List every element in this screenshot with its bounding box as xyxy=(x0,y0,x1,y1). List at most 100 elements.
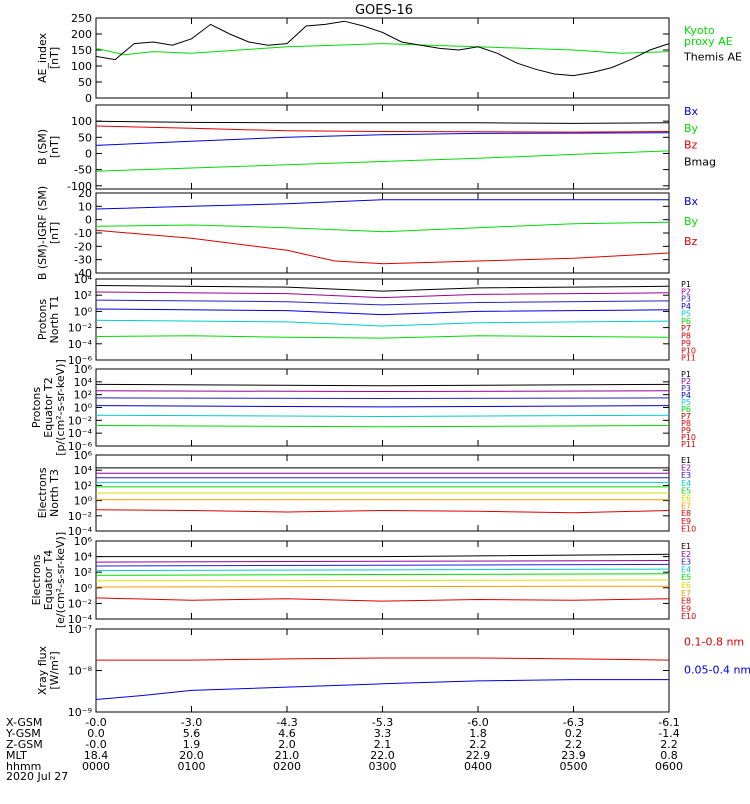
y-tick-label: 10⁴ xyxy=(74,551,93,564)
series-p6 xyxy=(95,425,670,428)
legend-p9: P9 xyxy=(681,339,691,348)
y-axis-label-line: [nT] xyxy=(48,136,61,158)
legend-p6: P6 xyxy=(681,405,691,414)
x-axis-value: 3.3 xyxy=(374,727,392,740)
series-bx xyxy=(95,199,669,210)
y-axis-label: B (SM)[nT] xyxy=(36,129,61,165)
series-0-1-0-8-nm xyxy=(96,657,670,661)
series-themis-ae xyxy=(95,20,670,77)
legend-p7: P7 xyxy=(681,324,691,333)
y-tick-label: 50 xyxy=(78,131,92,144)
series-e4 xyxy=(95,568,670,572)
x-axis-value: -0.0 xyxy=(85,716,106,729)
legend-p2: P2 xyxy=(681,377,691,386)
series-e8 xyxy=(95,597,670,602)
legend-e6: E6 xyxy=(681,494,691,503)
x-axis-value: 0400 xyxy=(464,760,492,773)
x-axis-value: 0.0 xyxy=(87,727,105,740)
x-axis-value: -6.1 xyxy=(658,716,679,729)
y-axis-label-line: Equator T2 xyxy=(42,377,55,437)
x-axis-value: 20.0 xyxy=(179,749,204,762)
series-bx xyxy=(95,132,670,146)
legend-themis-ae: Themis AE xyxy=(683,51,742,64)
legend-p3: P3 xyxy=(681,384,691,393)
series-p2 xyxy=(95,291,670,299)
series-p1 xyxy=(95,285,670,292)
y-axis-label-line: B (SM)-IGRF (SM) xyxy=(36,186,49,280)
panel-frame xyxy=(95,628,670,713)
y-axis-label-line: Protons xyxy=(30,387,43,428)
y-tick-label: 150 xyxy=(71,44,92,57)
series-p2 xyxy=(95,390,670,393)
x-axis-value: 2.2 xyxy=(565,738,583,751)
x-axis-value: -0.0 xyxy=(85,738,106,751)
x-axis-table: 2020 Jul 27 X-GSM -0.0 -3.0 -4.3 -5.3 -6.0 -6.… xyxy=(5,716,683,783)
panel-xray: 10⁻⁷ 10⁻⁸ 10⁻⁹ Xray flux[W/m²] 0.1-0.8 nm 0.0… xyxy=(36,623,750,719)
legend-e6: E6 xyxy=(681,581,691,590)
y-tick-label: 10⁰ xyxy=(74,305,93,318)
y-tick-label: 10⁻⁹ xyxy=(68,706,92,719)
x-axis-value: 1.9 xyxy=(183,738,201,751)
y-tick-label: 100 xyxy=(71,60,92,73)
x-axis-row-label: X-GSM xyxy=(6,716,42,729)
legend-p5: P5 xyxy=(681,309,691,318)
legend-e7: E7 xyxy=(681,502,691,511)
panel-pn: 10⁴ 10² 10⁰ 10⁻² 10⁻⁴ 10⁻⁶ ProtonsNorth T1 P1P2… xyxy=(36,273,696,367)
x-axis-value: 22.0 xyxy=(370,749,395,762)
y-tick-label: 10⁶ xyxy=(74,363,93,376)
x-axis-value: 2.2 xyxy=(469,738,487,751)
y-tick-label: 10⁶ xyxy=(74,449,93,462)
legend-p10: P10 xyxy=(681,433,696,442)
figure-title: GOES-16 xyxy=(355,3,413,18)
legend-e8: E8 xyxy=(681,597,691,606)
y-tick-label: 50 xyxy=(78,76,92,89)
series-e3 xyxy=(95,563,670,567)
y-tick-label: 10⁰ xyxy=(74,495,93,508)
y-tick-label: 10⁻⁴ xyxy=(68,613,93,626)
y-axis-label: ProtonsEquator T2[p/(cm²-s-sr-keV)] xyxy=(30,359,67,456)
series-by xyxy=(95,150,670,172)
series-0-05-0-4-nm xyxy=(95,679,669,700)
y-tick-label: 200 xyxy=(71,28,92,41)
x-axis-value: 0.2 xyxy=(565,727,583,740)
x-axis-value: 0000 xyxy=(82,760,110,773)
legend-p9: P9 xyxy=(681,426,691,435)
y-tick-label: 20 xyxy=(78,187,92,200)
y-axis-label-line: Electrons xyxy=(30,554,43,605)
legend-p1: P1 xyxy=(681,370,691,379)
y-tick-label: 10⁴ xyxy=(74,273,93,286)
panel-frame xyxy=(95,368,670,447)
legend-p11: P11 xyxy=(681,354,696,363)
legend-e2: E2 xyxy=(681,550,691,559)
x-axis-value: 18.4 xyxy=(84,749,109,762)
series-e6 xyxy=(95,579,670,582)
series-p3 xyxy=(95,397,670,400)
y-axis-label-line: [nT] xyxy=(48,47,61,69)
x-axis-value: 2.0 xyxy=(278,738,296,751)
legend-p2: P2 xyxy=(681,287,691,296)
x-axis-value: 4.6 xyxy=(278,727,296,740)
legend-p3: P3 xyxy=(681,295,691,304)
x-axis-value: -6.0 xyxy=(467,716,488,729)
panel-frame xyxy=(95,192,670,274)
series-e5 xyxy=(95,573,670,576)
x-axis-value: 0600 xyxy=(655,760,683,773)
y-tick-label: 0 xyxy=(85,92,92,105)
y-axis-label-line: Protons xyxy=(36,299,49,340)
legend-p4: P4 xyxy=(681,302,691,311)
y-tick-label: -50 xyxy=(74,164,92,177)
legend-p8: P8 xyxy=(681,332,691,341)
legend-e2: E2 xyxy=(681,464,691,473)
y-axis-label-line: [nT] xyxy=(48,222,61,244)
series-p5 xyxy=(95,414,670,418)
y-tick-label: 10⁴ xyxy=(74,376,93,389)
y-axis-label-line: [p/(cm²-s-sr-keV)] xyxy=(54,359,67,456)
y-tick-label: -40 xyxy=(74,267,92,280)
legend-p7: P7 xyxy=(681,412,691,421)
y-tick-label: 10⁻⁷ xyxy=(68,623,92,636)
